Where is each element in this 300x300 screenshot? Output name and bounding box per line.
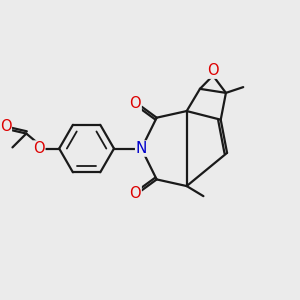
Text: O: O [207,63,219,78]
Text: O: O [130,96,141,111]
Text: O: O [0,119,11,134]
Text: N: N [136,141,147,156]
Text: O: O [33,141,45,156]
Text: O: O [130,186,141,201]
